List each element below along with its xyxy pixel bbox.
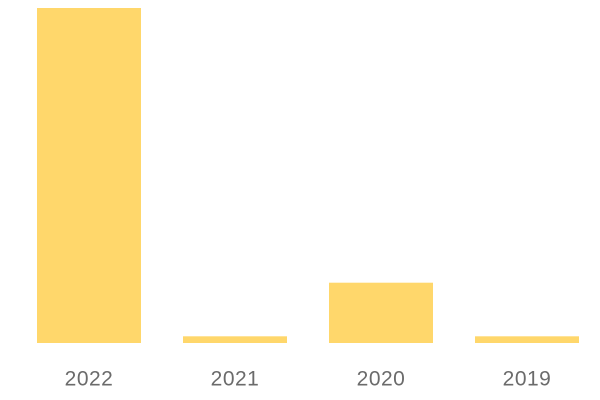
bar xyxy=(475,336,579,343)
bar xyxy=(183,336,287,343)
bar xyxy=(329,282,433,343)
bar xyxy=(37,8,141,343)
x-tick-label: 2022 xyxy=(65,368,114,391)
x-tick-label: 2021 xyxy=(211,368,260,391)
x-tick-label: 2020 xyxy=(357,368,406,391)
x-tick-label: 2019 xyxy=(503,368,552,391)
